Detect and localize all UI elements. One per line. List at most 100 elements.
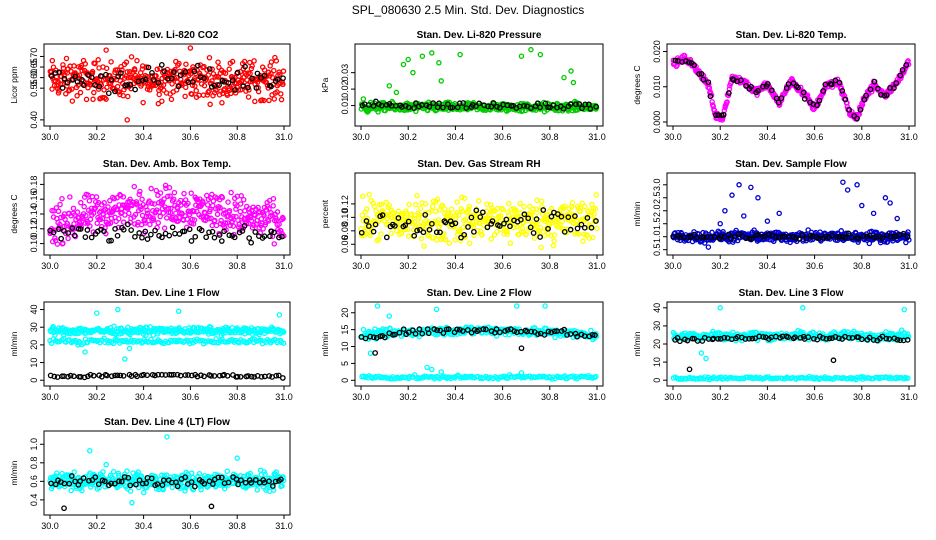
data-point (219, 100, 225, 106)
data-point (501, 220, 507, 227)
data-point (261, 67, 268, 73)
y-tick-label: 0 (29, 378, 39, 383)
data-point (442, 206, 448, 212)
series-coarse (47, 371, 286, 381)
data-point (360, 326, 367, 333)
data-point (554, 211, 561, 217)
data-point (460, 224, 466, 231)
data-point (484, 224, 491, 231)
data-point (280, 215, 286, 222)
data-point (247, 70, 253, 77)
data-point (729, 192, 735, 198)
data-point (709, 99, 715, 105)
data-point (820, 88, 827, 94)
data-point (270, 195, 277, 202)
data-point (840, 179, 846, 185)
data-point (466, 240, 473, 247)
y-tick-label: 0.14 (29, 205, 39, 223)
x-tick-label: 31.0 (588, 392, 606, 402)
data-point (171, 196, 177, 203)
data-point (412, 219, 418, 225)
data-point (901, 306, 908, 313)
x-tick-label: 30.6 (182, 521, 200, 531)
data-point (405, 233, 412, 239)
data-point (249, 63, 255, 69)
data-point (897, 72, 904, 79)
data-point (528, 105, 534, 111)
data-point (567, 101, 574, 107)
x-tick-label: 30.8 (541, 132, 559, 142)
data-point (537, 234, 543, 240)
data-point (183, 84, 189, 91)
data-point (377, 216, 384, 222)
data-point (235, 217, 241, 223)
data-point (507, 240, 514, 247)
series-fine-upper (47, 306, 287, 362)
data-point (49, 57, 56, 64)
x-tick-label: 31.0 (900, 392, 918, 402)
data-point (189, 91, 195, 97)
data-point (268, 228, 274, 235)
data-point (432, 208, 439, 215)
data-point (430, 100, 437, 107)
data-point (582, 101, 589, 108)
data-point (120, 226, 127, 233)
series-fine (358, 191, 600, 251)
data-point (228, 90, 234, 97)
data-point (576, 231, 582, 237)
data-point (417, 205, 424, 211)
data-point (101, 200, 107, 206)
data-point (561, 74, 567, 81)
data-point (137, 188, 143, 195)
data-point (148, 231, 154, 238)
data-point (80, 82, 87, 88)
data-point (117, 192, 124, 199)
data-point (887, 200, 893, 206)
data-point (192, 233, 199, 240)
data-point (253, 85, 260, 91)
data-point (278, 96, 285, 103)
data-point (125, 205, 131, 211)
data-point (239, 228, 246, 234)
data-point (68, 487, 74, 494)
data-point (468, 214, 475, 221)
x-tick-label: 30.4 (135, 132, 153, 142)
data-point (406, 201, 412, 208)
y-tick-label: 0.65 (29, 58, 39, 76)
data-point (149, 200, 155, 207)
data-point (830, 357, 837, 364)
data-point (206, 54, 213, 61)
data-point (69, 98, 76, 104)
x-tick-label: 31.0 (900, 132, 918, 142)
data-point (436, 100, 442, 107)
data-point (186, 211, 193, 218)
data-point (458, 234, 464, 241)
data-point (867, 86, 874, 93)
panel-title: Stan. Dev. Line 3 Flow (739, 288, 844, 299)
data-point (200, 200, 206, 206)
y-tick-label: 0.12 (340, 195, 350, 213)
data-point (560, 105, 567, 112)
data-point (157, 213, 163, 220)
data-point (186, 226, 193, 233)
x-tick-label: 30.6 (806, 392, 824, 402)
data-point (561, 228, 568, 235)
data-point (106, 237, 112, 244)
y-tick-label: 15 (340, 325, 350, 335)
data-point (86, 198, 93, 204)
data-point (184, 216, 191, 222)
data-point (58, 214, 64, 221)
data-point (133, 199, 140, 205)
y-axis-label: degrees C (9, 194, 19, 233)
data-point (748, 83, 754, 90)
plot-frame (354, 43, 604, 127)
data-point (899, 67, 906, 73)
x-tick-label: 30.2 (88, 521, 106, 531)
y-tick-label: 5 (340, 361, 350, 366)
data-point (497, 212, 504, 219)
data-point (274, 76, 281, 83)
y-axis-label: Licor ppm (9, 66, 19, 103)
x-tick-label: 30.2 (711, 132, 729, 142)
data-point (421, 243, 427, 249)
data-point (717, 305, 723, 311)
